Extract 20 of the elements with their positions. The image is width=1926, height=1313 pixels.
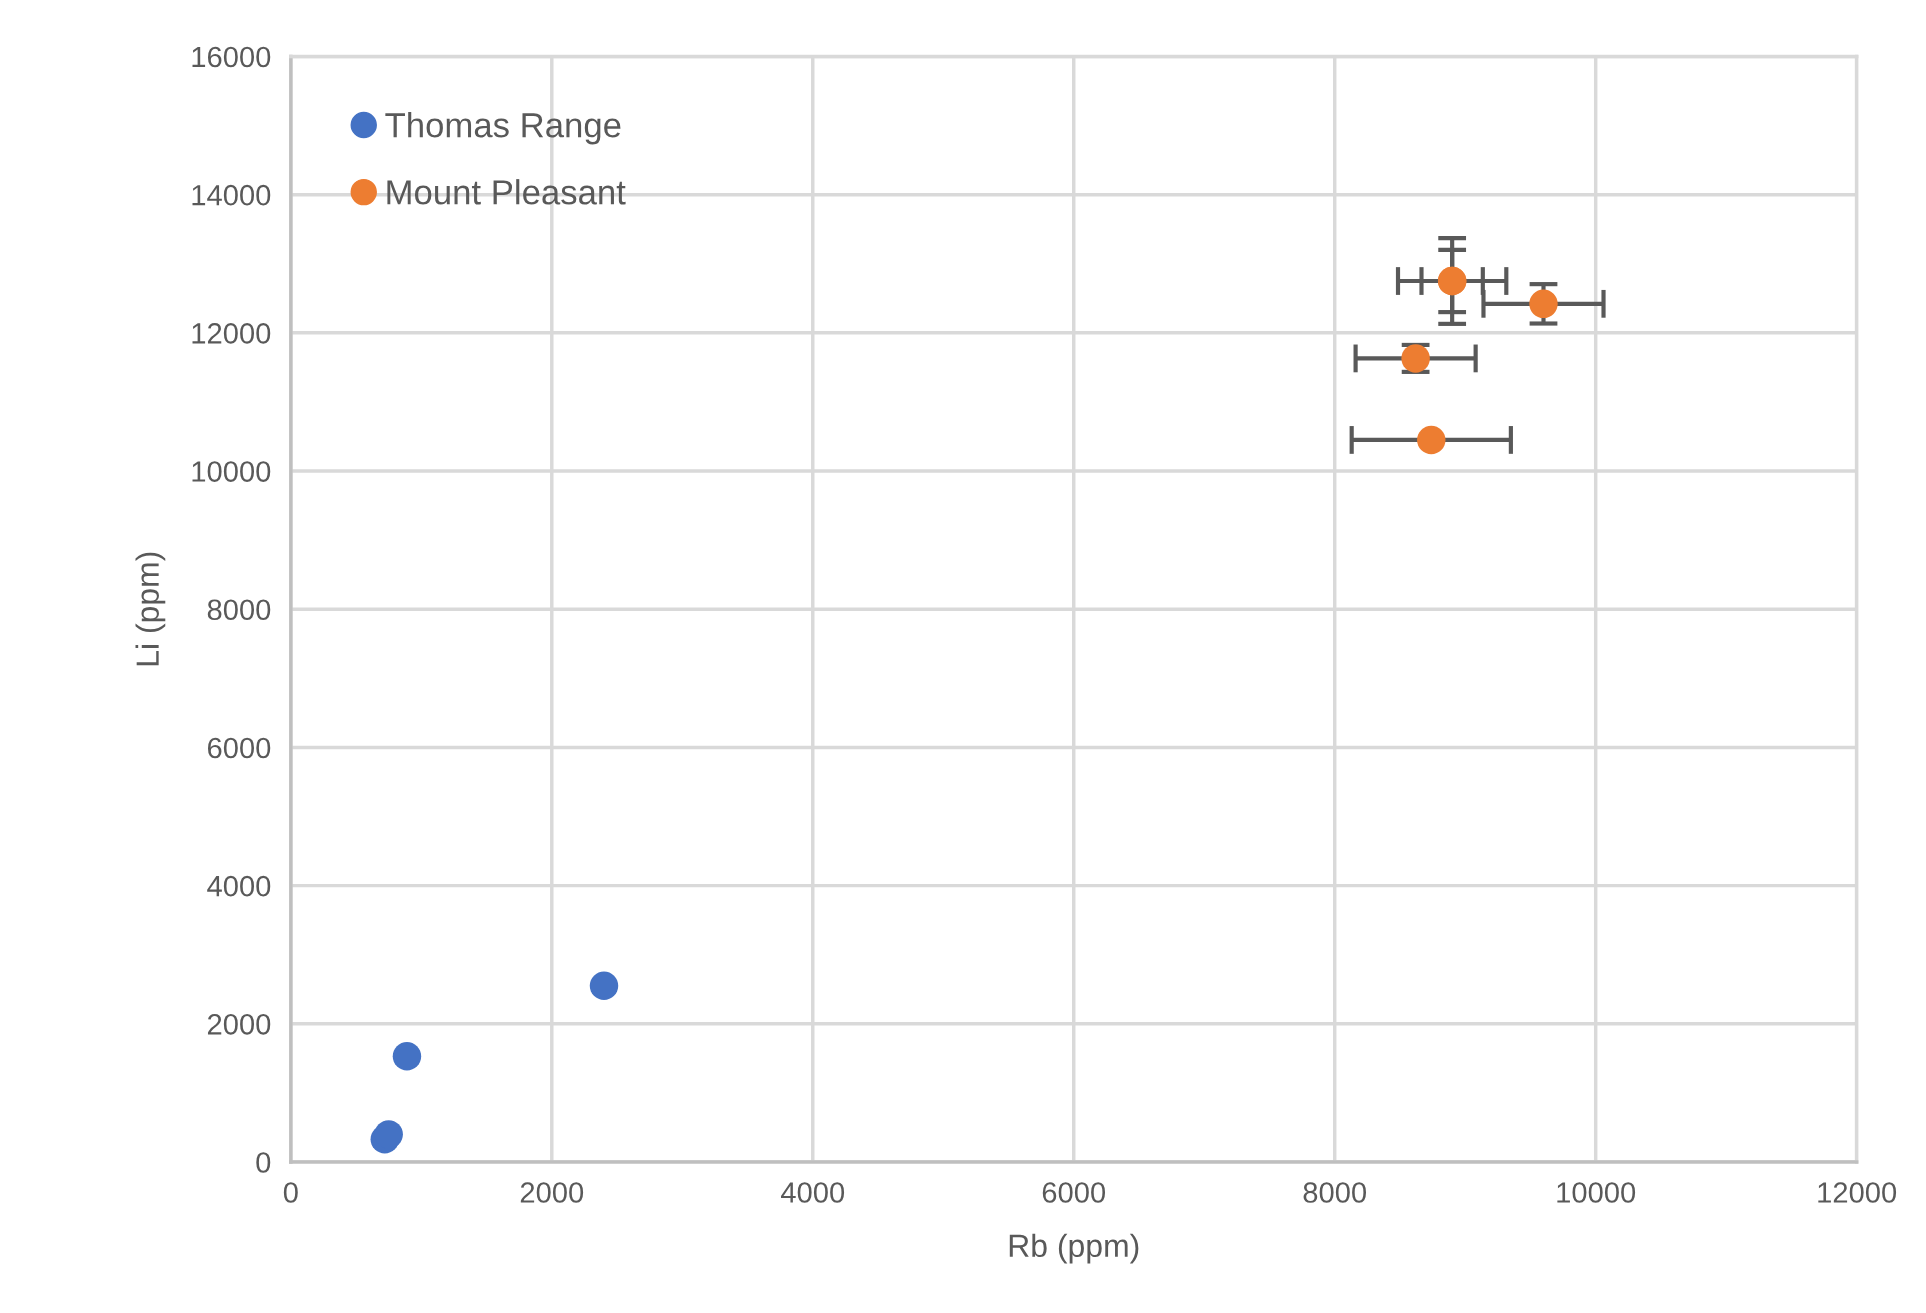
x-tick-label: 10000 xyxy=(1557,1182,1636,1203)
x-tick-label: 2000 xyxy=(520,1182,584,1203)
y-tick-label: 8000 xyxy=(207,599,271,621)
legend-label: Mount Pleasant xyxy=(387,179,626,205)
y-tick-label: 0 xyxy=(256,1152,271,1173)
y-tick-label: 16000 xyxy=(192,46,271,68)
y-tick-label: 6000 xyxy=(207,737,271,759)
y-tick-label: 10000 xyxy=(192,461,271,482)
x-tick-label: 4000 xyxy=(781,1182,845,1203)
y-tick-label: 14000 xyxy=(192,184,271,206)
x-tick-label: 6000 xyxy=(1042,1182,1106,1203)
y-tick-label: 2000 xyxy=(207,1014,271,1035)
x-tick-label: 0 xyxy=(283,1182,298,1203)
x-tick-label: 12000 xyxy=(1818,1182,1897,1203)
legend-label: Thomas Range xyxy=(385,112,621,145)
y-tick-label: 4000 xyxy=(207,875,271,897)
x-axis-title: Rb (ppm) xyxy=(1009,1233,1139,1264)
y-axis-title: Li (ppm) xyxy=(135,552,166,666)
x-tick-label: 8000 xyxy=(1303,1182,1367,1203)
y-tick-label: 12000 xyxy=(192,323,271,344)
